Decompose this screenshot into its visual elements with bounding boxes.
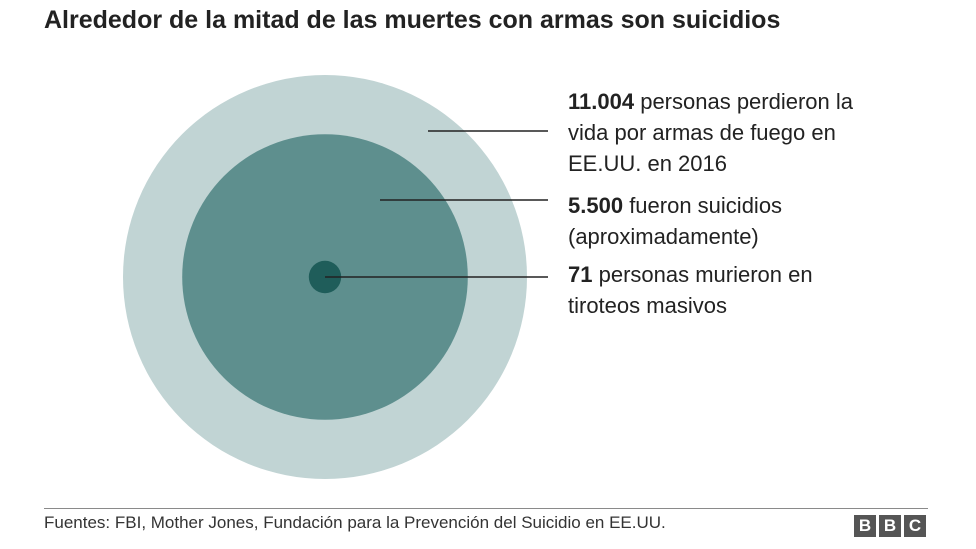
annotation-total: 11.004 personas perdieron la vida por ar… (568, 86, 968, 179)
footer-divider (44, 508, 928, 509)
annotation-mass-shootings-value: 71 (568, 262, 593, 287)
annotation-mass-shootings-text-1: personas murieron en (598, 262, 813, 287)
annotation-suicides: 5.500 fueron suicidios (aproximadamente) (568, 190, 968, 252)
annotation-total-value: 11.004 (568, 89, 635, 114)
bbc-logo-letter-1: B (854, 515, 876, 537)
annotation-mass-shootings-text-2: tiroteos masivos (568, 293, 727, 318)
annotation-total-text-2: vida por armas de fuego en (568, 120, 836, 145)
annotation-suicides-value: 5.500 (568, 193, 624, 218)
annotation-total-text-3: EE.UU. en 2016 (568, 151, 727, 176)
annotation-total-text-1: personas perdieron la (640, 89, 854, 114)
annotation-suicides-text-1: fueron suicidios (629, 193, 783, 218)
annotation-suicides-text-2: (aproximadamente) (568, 224, 759, 249)
bbc-logo: B B C (854, 515, 926, 537)
bbc-logo-letter-2: B (879, 515, 901, 537)
source-note: Fuentes: FBI, Mother Jones, Fundación pa… (44, 513, 666, 532)
chart-title: Alrededor de la mitad de las muertes con… (44, 6, 781, 34)
annotation-mass-shootings: 71 personas murieron en tiroteos masivos (568, 259, 968, 321)
bbc-logo-letter-3: C (904, 515, 926, 537)
